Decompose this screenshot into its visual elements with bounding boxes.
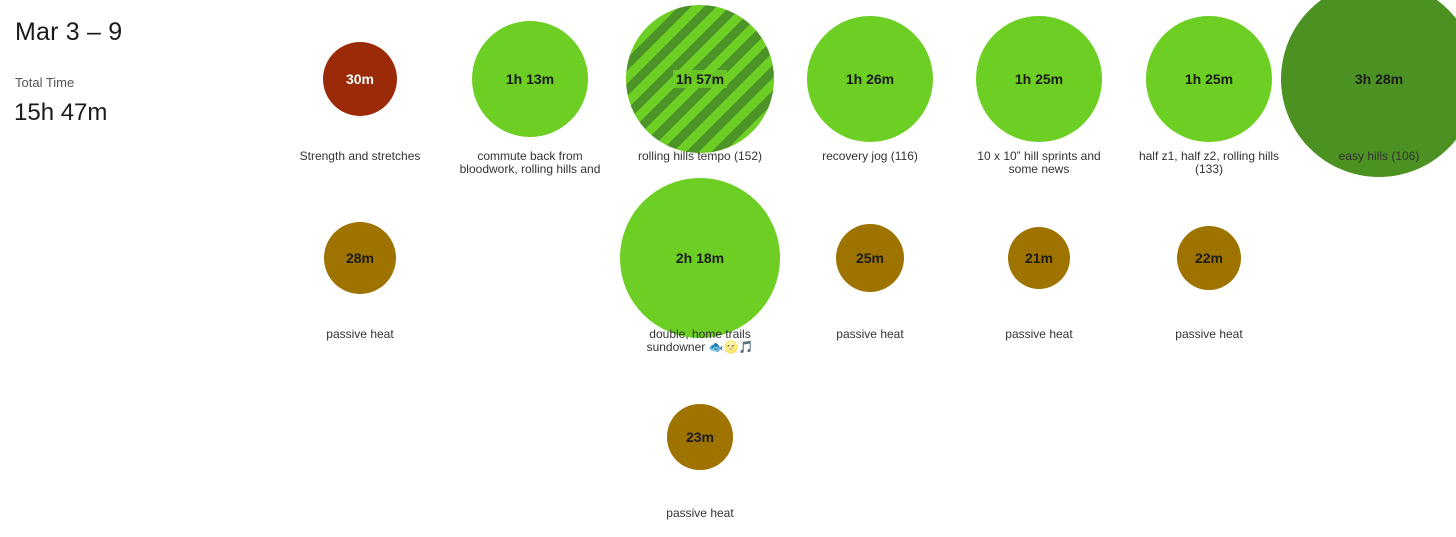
workout-bubble[interactable]: 1h 57m [626,5,774,153]
workout-title[interactable]: recovery jog (116) [822,150,918,163]
workout-title[interactable]: double, home trails sundowner 🐟🌝🎵 [646,328,754,354]
workout-duration: 23m [685,428,714,445]
workout-title[interactable]: commute back from bloodwork, rolling hil… [459,150,601,177]
workout-title[interactable]: passive heat [1005,328,1073,341]
workout-duration: 22m [1194,249,1223,266]
workout-title[interactable]: passive heat [836,328,904,341]
workout-duration: 1h 25m [1014,70,1064,87]
week-title: Mar 3 – 9 [15,18,123,46]
workout-duration: 1h 25m [1184,70,1234,87]
workout-title[interactable]: passive heat [326,328,394,341]
workout-bubble[interactable]: 23m [667,404,733,470]
total-time-value: 15h 47m [14,99,108,126]
workout-bubble[interactable]: 1h 25m [1146,16,1272,142]
workout-bubble[interactable]: 25m [836,224,904,292]
total-time-label: Total Time [15,75,75,90]
workout-title[interactable]: rolling hills tempo (152) [637,150,763,163]
workout-title[interactable]: 10 x 10” hill sprints and some news [977,150,1101,176]
workout-duration: 30m [345,70,374,87]
workout-duration: 25m [855,250,885,266]
workout-bubble[interactable]: 3h 28m [1280,0,1456,178]
workout-title[interactable]: passive heat [1175,328,1243,341]
workout-bubble[interactable]: 28m [324,222,396,294]
workout-duration: 21m [1024,249,1053,266]
workout-bubble[interactable]: 1h 26m [806,15,934,143]
workout-duration: 2h 18m [675,249,725,266]
workout-title[interactable]: passive heat [666,507,734,520]
workout-duration: 28m [345,249,374,266]
workout-title[interactable]: half z1, half z2, rolling hills (133) [1138,150,1280,176]
workout-duration: 1h 57m [672,69,728,88]
workout-title[interactable]: Strength and stretches [299,150,421,163]
workout-bubble[interactable]: 2h 18m [620,178,780,338]
workout-bubble[interactable]: 21m [1007,226,1071,290]
workout-bubble[interactable]: 1h 13m [471,20,589,138]
workout-duration: 1h 26m [845,70,895,87]
workout-bubble[interactable]: 1h 25m [976,16,1102,142]
workout-title[interactable]: easy hills (106) [1338,150,1420,163]
workout-bubble[interactable]: 22m [1177,226,1241,290]
workout-duration: 1h 13m [505,70,555,87]
workout-duration: 3h 28m [1354,71,1404,87]
workout-bubble[interactable]: 30m [322,41,398,117]
